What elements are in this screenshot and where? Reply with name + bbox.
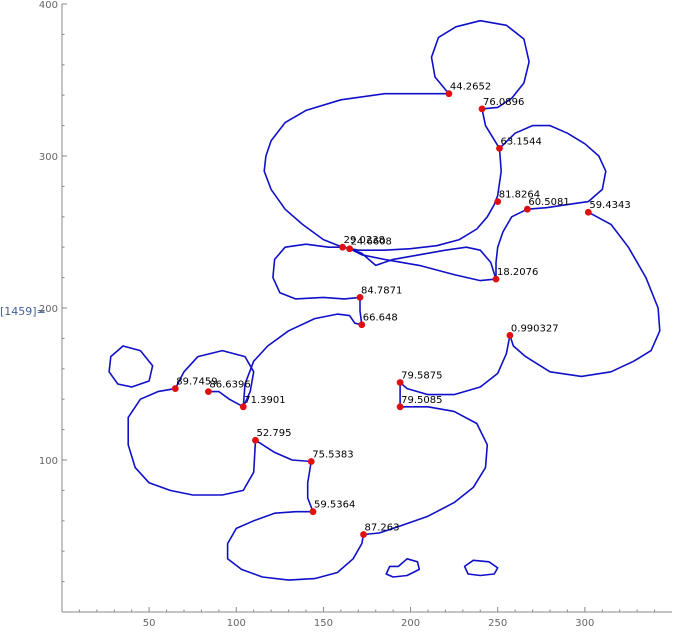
critical-point: [252, 436, 259, 444]
critical-point: [523, 205, 531, 213]
critical-point: [494, 198, 502, 206]
curves: [108, 19, 661, 581]
y-tick-label: 300: [39, 152, 58, 163]
point-label: 66.648: [363, 313, 398, 324]
critical-point: [396, 403, 404, 411]
critical-point: [346, 245, 353, 253]
critical-point: [171, 385, 179, 392]
point-label: 52.795: [256, 428, 291, 439]
critical-point: [496, 145, 503, 152]
axes: 50 100 150 200 250 300 100 200 300 400: [39, 0, 672, 629]
contour-curve: [174, 349, 255, 408]
critical-point: [205, 388, 212, 395]
point-label: 59.4343: [589, 200, 630, 211]
contour-curve: [263, 92, 607, 282]
critical-point: [356, 293, 364, 301]
point-label: 75.5383: [312, 450, 353, 461]
critical-point: [339, 243, 346, 251]
critical-point: [360, 531, 367, 538]
point-label: 86.6396: [209, 380, 250, 391]
point-label: 81.8264: [499, 190, 540, 201]
contour-curve: [127, 387, 365, 581]
critical-point: [239, 403, 247, 411]
point-label: 76.0896: [483, 97, 524, 108]
critical-point: [309, 508, 317, 516]
point-label: 29.0238: [344, 235, 385, 246]
point-label: 59.5364: [314, 500, 355, 511]
contour-curve: [362, 211, 661, 536]
point-label: 44.2652: [450, 82, 491, 93]
x-tick-label: 100: [227, 618, 246, 629]
contour-curve: [348, 246, 497, 280]
y-tick-label: 100: [39, 456, 58, 467]
point-label: 24.6608: [351, 237, 392, 248]
critical-point: [584, 208, 592, 216]
y-tick-label: 400: [39, 0, 58, 11]
point-label: 84.7871: [361, 285, 402, 296]
x-tick-label: 50: [143, 618, 156, 629]
x-tick-label: 300: [575, 618, 594, 629]
x-tick-label: 150: [314, 618, 333, 629]
contour-curve: [385, 558, 421, 578]
critical-point: [492, 275, 500, 283]
point-label: 63.1544: [500, 136, 541, 147]
contour-curve: [430, 19, 530, 150]
critical-point: [506, 331, 514, 339]
critical-point: [307, 458, 315, 465]
contour-curve: [463, 559, 499, 577]
contour-curve: [242, 243, 363, 408]
x-tick-label: 250: [488, 618, 507, 629]
point-label: 89.7459: [176, 377, 217, 388]
point-label: 18.2076: [497, 267, 538, 278]
point-label: 0.990327: [511, 323, 559, 334]
critical-point: [445, 90, 453, 98]
critical-point: [358, 321, 366, 329]
x-tick-label: 200: [401, 618, 420, 629]
point-label: 79.5875: [401, 370, 442, 381]
critical-point: [396, 379, 404, 386]
point-label: 87.263: [365, 522, 400, 533]
critical-point: [478, 105, 486, 113]
y-tick-label: 200: [39, 304, 58, 315]
point-label: 79.5085: [401, 395, 442, 406]
contour-curve: [108, 345, 154, 388]
point-label: 71.3901: [244, 395, 285, 406]
cell-output-label: [1459]=: [0, 305, 46, 318]
point-label: 60.5081: [528, 197, 569, 208]
